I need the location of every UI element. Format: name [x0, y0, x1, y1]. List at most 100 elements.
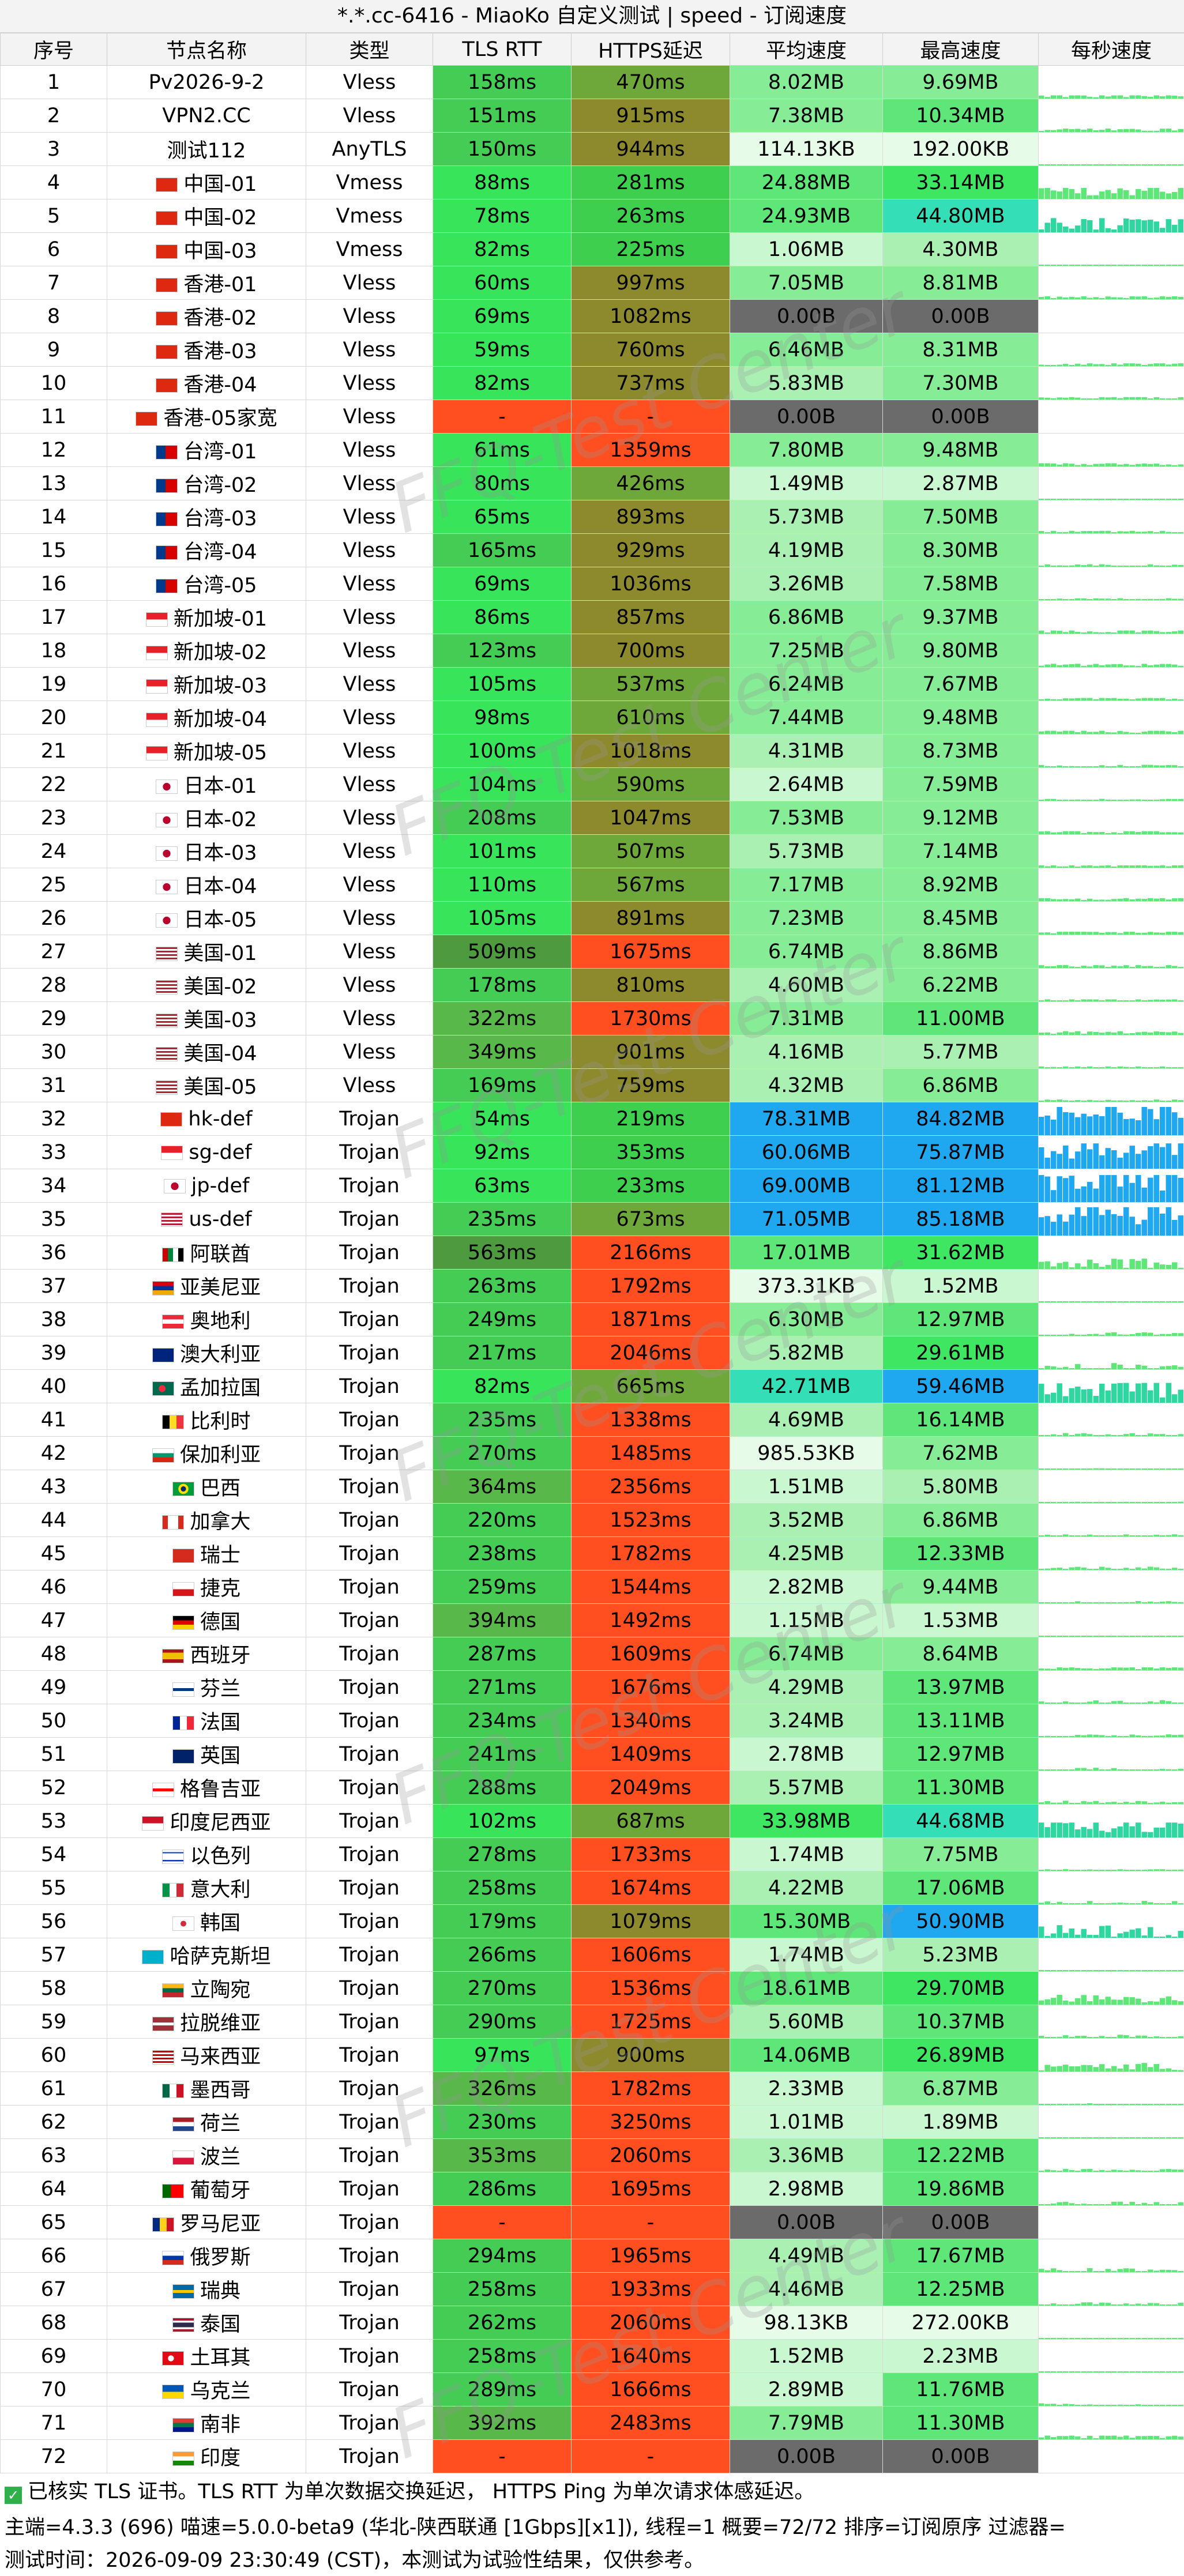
node-name-text: 土耳其: [190, 2347, 251, 2370]
sparkline-bar: [1117, 1112, 1123, 1135]
sparkline-bar: [1044, 1468, 1050, 1470]
cell-max-speed: 7.50MB: [882, 500, 1039, 534]
sparkline-bar: [1159, 2169, 1166, 2172]
per-second-sparkline: [1039, 1143, 1184, 1169]
cell-node-name: 台湾-02: [107, 466, 306, 500]
sparkline-bar: [1159, 1535, 1166, 1536]
node-name-text: 香港-05家宽: [163, 407, 277, 430]
table-row: 70 乌克兰 Trojan 289ms 1666ms 2.89MB 11.76MB: [0, 2372, 1184, 2406]
sparkline-bar: [1178, 1366, 1184, 1369]
sparkline-bar: [1129, 1259, 1135, 1269]
sparkline-bar: [1044, 1801, 1050, 1804]
table-row: 31 美国-05 Vless 169ms 759ms 4.32MB 6.86MB: [0, 1068, 1184, 1102]
sparkline-bar: [1057, 2103, 1062, 2105]
cell-index: 25: [0, 868, 107, 902]
cell-avg-speed: 78.31MB: [730, 1102, 883, 1136]
sparkline-bar: [1105, 1703, 1111, 1704]
sparkline-bar: [1087, 1636, 1093, 1637]
sparkline-bar: [1141, 1667, 1147, 1670]
sparkline-bar: [1093, 531, 1099, 533]
table-row: 57 哈萨克斯坦 Trojan 266ms 1606ms 1.74MB 5.23MB: [0, 1938, 1184, 1972]
node-name-text: 瑞士: [200, 1544, 240, 1567]
cell-tls-rtt: 238ms: [433, 1536, 572, 1571]
sparkline-bar: [1051, 1736, 1057, 1737]
cell-https-delay: 1018ms: [571, 734, 730, 768]
sparkline-bar: [1099, 1926, 1105, 1938]
sparkline-bar: [1123, 1268, 1129, 1269]
sparkline-bar: [1039, 531, 1044, 533]
node-name-text: 中国-01: [183, 173, 257, 196]
cell-index: 2: [0, 99, 107, 133]
sparkline-bar: [1117, 2436, 1123, 2439]
cell-avg-speed: 1.74MB: [730, 1938, 883, 1972]
sparkline-bar: [1069, 2203, 1074, 2205]
sparkline-bar: [1057, 1769, 1062, 1771]
cell-type: Trojan: [306, 2339, 433, 2373]
sparkline-bar: [1093, 1903, 1099, 1904]
sparkline-bar: [1081, 1389, 1087, 1403]
cell-node-name: 芬兰: [107, 1670, 306, 1704]
sparkline-bar: [1044, 2435, 1050, 2439]
sparkline-bar: [1171, 1636, 1178, 1637]
cell-max-speed: 8.86MB: [882, 935, 1039, 969]
sparkline-bar: [1069, 1502, 1074, 1503]
sparkline-bar: [1159, 1397, 1166, 1403]
cell-tls-rtt: 69ms: [433, 299, 572, 333]
sparkline-bar: [1141, 265, 1147, 266]
sparkline-bar: [1129, 363, 1135, 366]
sparkline-bar: [1081, 398, 1087, 400]
sparkline-bar: [1099, 1502, 1105, 1503]
sparkline-bar: [1129, 1802, 1135, 1804]
sparkline-bar: [1087, 2137, 1093, 2138]
cell-avg-speed: 3.24MB: [730, 1704, 883, 1738]
sparkline-bar: [1093, 598, 1099, 600]
sparkline-bar: [1117, 129, 1123, 132]
cell-type: Vmess: [306, 232, 433, 266]
cell-per-second: [1038, 901, 1184, 935]
sparkline-bar: [1063, 632, 1069, 634]
cell-avg-speed: 14.06MB: [730, 2038, 883, 2072]
sparkline-bar: [1087, 1701, 1093, 1704]
table-row: 1 Pv2026-9-2 Vless 158ms 470ms 8.02MB 9.69MB: [0, 65, 1184, 99]
sparkline-bar: [1171, 564, 1178, 567]
sparkline-bar: [1171, 1301, 1178, 1302]
sparkline-bar: [1093, 1602, 1099, 1603]
sparkline-bar: [1111, 463, 1117, 466]
table-row: 13 台湾-02 Vless 80ms 426ms 1.49MB 2.87MB: [0, 466, 1184, 500]
sparkline-bar: [1141, 899, 1147, 901]
node-name-text: 孟加拉国: [179, 1377, 261, 1400]
sparkline-bar: [1178, 363, 1184, 366]
sparkline-bar: [1141, 1187, 1147, 1202]
table-row: 59 拉脱维亚 Trojan 290ms 1725ms 5.60MB 10.37MB: [0, 2005, 1184, 2039]
sparkline-bar: [1111, 1828, 1117, 1837]
sparkline-bar: [1129, 1368, 1135, 1369]
sparkline-bar: [1166, 398, 1171, 400]
node-name-text: 美国-03: [183, 1009, 257, 1032]
sparkline-bar: [1148, 96, 1153, 99]
sparkline-bar: [1117, 364, 1123, 366]
table-row: 62 荷兰 Trojan 230ms 3250ms 1.01MB 1.89MB: [0, 2105, 1184, 2139]
cell-index: 59: [0, 2005, 107, 2039]
sparkline-bar: [1171, 1155, 1178, 1169]
sparkline-bar: [1111, 1332, 1117, 1336]
sparkline-bar: [1069, 664, 1074, 667]
sparkline-bar: [1166, 799, 1171, 801]
sparkline-bar: [1087, 1934, 1093, 1938]
node-name-text: 波兰: [200, 2146, 240, 2169]
sparkline-bar: [1105, 664, 1111, 667]
cell-node-name: 新加坡-01: [107, 600, 306, 634]
sparkline-bar: [1044, 1703, 1050, 1704]
sparkline-bar: [1159, 2069, 1166, 2072]
node-name-text: 英国: [200, 1745, 240, 1768]
sparkline-bar: [1136, 1567, 1141, 1570]
sparkline-bar: [1087, 564, 1093, 567]
sparkline-bar: [1171, 2405, 1178, 2406]
cell-type: Vless: [306, 1035, 433, 1069]
cell-type: Trojan: [306, 1302, 433, 1336]
sparkline-bar: [1111, 1701, 1117, 1704]
sparkline-bar: [1148, 297, 1153, 299]
sparkline-bar: [1093, 1569, 1099, 1570]
cell-index: 5: [0, 199, 107, 233]
cell-index: 4: [0, 165, 107, 199]
sparkline-bar: [1171, 631, 1178, 634]
